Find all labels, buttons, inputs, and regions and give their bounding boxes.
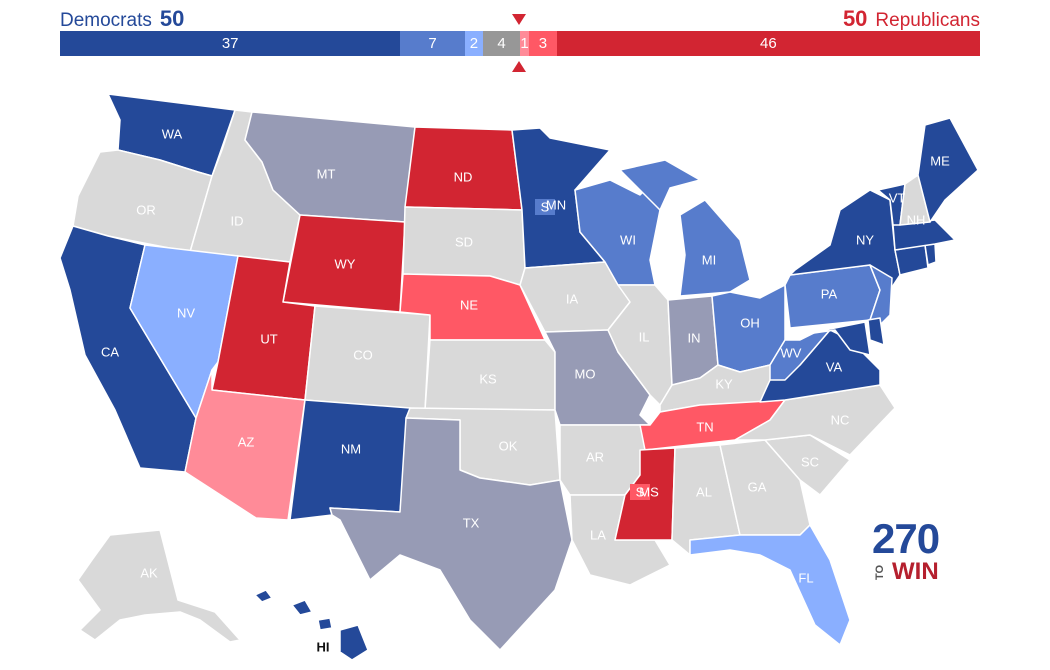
label-co: CO <box>353 347 373 362</box>
state-me[interactable] <box>917 117 979 223</box>
bar-segment: 3 <box>529 31 557 56</box>
republicans-label: 50 Republicans <box>843 6 980 32</box>
democrats-label: Democrats 50 <box>60 6 184 32</box>
label-al: AL <box>696 484 712 499</box>
state-or[interactable] <box>72 149 213 253</box>
label-sc: SC <box>801 454 819 469</box>
state-ak[interactable] <box>77 529 241 643</box>
label-nh: NH <box>907 212 926 227</box>
seat-balance-bar: 37 7 2 4 1 3 46 <box>60 31 980 56</box>
label-ks: KS <box>479 371 497 386</box>
state-mi[interactable] <box>619 159 751 297</box>
bar-segment: 4 <box>483 31 520 56</box>
mn-special-badge[interactable] <box>535 199 555 215</box>
bar-segment: 46 <box>556 31 980 56</box>
label-wv: WV <box>781 345 802 360</box>
label-pa: PA <box>821 286 838 301</box>
270towin-logo[interactable]: 270 TO WIN <box>872 518 944 584</box>
label-tn: TN <box>696 419 713 434</box>
label-va: VA <box>826 359 843 374</box>
label-mi: MI <box>702 252 716 267</box>
republicans-name: Republicans <box>875 10 980 31</box>
label-wy: WY <box>335 256 356 271</box>
state-de[interactable] <box>867 317 885 346</box>
bar-segment: 1 <box>519 31 530 56</box>
state-il[interactable] <box>607 284 673 406</box>
bar-segment: 7 <box>400 31 465 56</box>
label-ms: MS <box>639 484 659 499</box>
state-tx[interactable] <box>329 417 573 651</box>
logo-win: WIN <box>892 558 939 585</box>
republicans-total: 50 <box>842 6 868 31</box>
label-ky: KY <box>715 376 733 391</box>
label-ar: AR <box>586 449 604 464</box>
label-in: IN <box>688 330 701 345</box>
ms-special-badge[interactable] <box>630 484 650 500</box>
balance-header: Democrats 50 50 Republicans <box>60 4 980 32</box>
label-il: IL <box>639 329 650 344</box>
label-fl: FL <box>798 570 813 585</box>
majority-marker-bottom <box>512 61 526 72</box>
majority-marker-top <box>512 14 526 25</box>
bar-segment: 2 <box>464 31 484 56</box>
state-hi[interactable] <box>254 589 369 661</box>
label-sd: SD <box>455 234 473 249</box>
bar-segment: 37 <box>60 31 401 56</box>
label-ut: UT <box>260 331 277 346</box>
state-ca[interactable] <box>59 225 197 473</box>
label-ok: OK <box>499 438 518 453</box>
label-ia: IA <box>566 291 579 306</box>
label-id: ID <box>231 213 244 228</box>
logo-number: 270 <box>872 515 940 562</box>
label-nv: NV <box>177 305 195 320</box>
label-vt: VT <box>889 190 906 205</box>
label-wi: WI <box>620 232 636 247</box>
state-vt[interactable] <box>877 183 906 226</box>
state-md[interactable] <box>799 321 871 356</box>
label-hi: HI <box>317 639 330 654</box>
label-wa: WA <box>162 126 183 141</box>
label-oh: OH <box>740 315 760 330</box>
state-nc[interactable] <box>734 384 896 456</box>
label-mn-special: S <box>541 199 550 214</box>
democrats-total: 50 <box>159 6 185 31</box>
state-wi[interactable] <box>574 179 661 286</box>
label-nm: NM <box>341 441 361 456</box>
label-az: AZ <box>238 434 255 449</box>
label-la: LA <box>590 527 606 542</box>
logo-to: TO <box>874 564 886 580</box>
label-mo: MO <box>575 366 596 381</box>
label-tx: TX <box>463 515 480 530</box>
state-nm[interactable] <box>289 399 411 521</box>
state-fl[interactable] <box>689 524 851 646</box>
label-mn: MN <box>546 197 566 212</box>
label-ny: NY <box>856 232 874 247</box>
label-nd: ND <box>454 169 473 184</box>
label-ga: GA <box>748 479 767 494</box>
label-mt: MT <box>317 166 336 181</box>
label-ca: CA <box>101 344 119 359</box>
label-me: ME <box>930 153 950 168</box>
label-ak: AK <box>140 565 158 580</box>
label-nc: NC <box>831 412 850 427</box>
democrats-name: Democrats <box>60 10 152 31</box>
label-or: OR <box>136 202 156 217</box>
label-ne: NE <box>460 297 478 312</box>
label-ms-special: S <box>636 484 645 499</box>
